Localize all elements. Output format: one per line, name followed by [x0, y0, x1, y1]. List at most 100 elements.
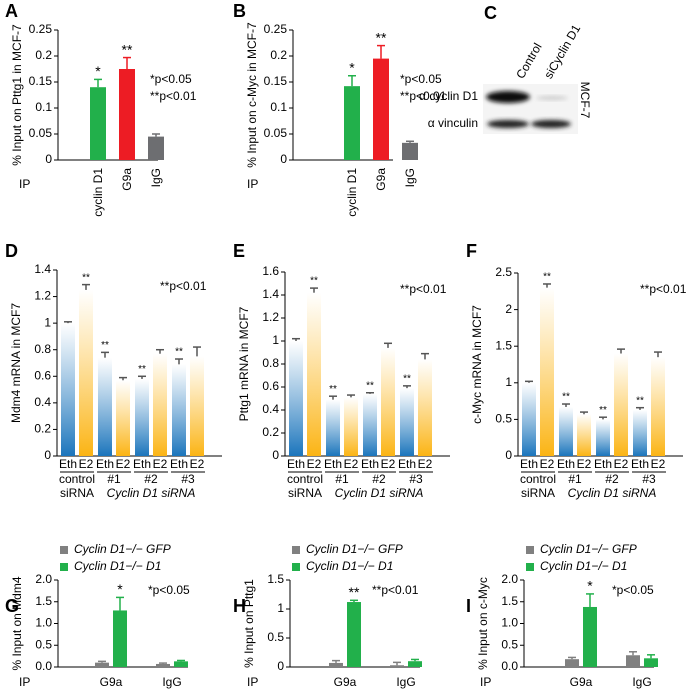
- bar: [614, 353, 628, 456]
- x-tick-label: Eth: [520, 457, 538, 471]
- bar: [408, 661, 422, 667]
- significance-star: **: [403, 373, 411, 384]
- blot-panel: C Control siCyclin D1 α cyclin D1 α vinc…: [419, 3, 592, 134]
- x-tick-label: G9a: [334, 675, 357, 689]
- group-caption: siRNA: [288, 486, 322, 500]
- y-tick-label: 0.2: [262, 425, 279, 439]
- y-tick-label: 0: [505, 448, 512, 462]
- y-tick-label: 1.5: [35, 594, 52, 608]
- group-label: #3: [409, 472, 423, 486]
- y-axis-label: % Input on c-Myc: [476, 577, 490, 670]
- chart-panel: B% Input on c-Myc in MCF-7 0 0.05 0.1 0.15 0.…: [233, 1, 447, 217]
- y-tick-label: 1.2: [34, 289, 51, 303]
- x-tick-label: E2: [577, 457, 592, 471]
- significance-star: *: [587, 578, 593, 594]
- group-label: #2: [605, 472, 619, 486]
- significance-star: *: [349, 59, 355, 75]
- significance-note: **p<0.01: [400, 89, 447, 103]
- y-tick-label: 0.5: [495, 412, 512, 426]
- legend-swatch: [292, 546, 300, 554]
- group-label: #3: [642, 472, 656, 486]
- chart-panel: Fc-Myc mRNA in MCF7 0 0.5 1 1.5 2 2.5 **p<0.01 E…: [466, 241, 687, 500]
- y-tick-label: 0.15: [264, 74, 288, 88]
- bar: [95, 662, 109, 667]
- bar: [633, 409, 647, 456]
- panel-letter: B: [233, 1, 246, 21]
- significance-note: **p<0.01: [160, 279, 207, 293]
- x-tick-label: cyclin D1: [91, 168, 105, 217]
- y-axis-label: % Input on Mdm4: [10, 576, 24, 670]
- bar: [174, 661, 188, 667]
- significance-note: **p<0.01: [400, 282, 447, 296]
- panel-letter: E: [233, 241, 245, 261]
- x-tick-label: Eth: [594, 457, 612, 471]
- bar: [156, 663, 170, 667]
- bar: [583, 606, 597, 667]
- y-tick-label: 0.1: [35, 100, 52, 114]
- y-tick-label: 0.8: [262, 356, 279, 370]
- y-tick-label: 0.4: [262, 402, 279, 416]
- bar: [577, 414, 591, 456]
- panel-letter: A: [5, 1, 18, 21]
- bar: [344, 86, 360, 160]
- x-tick-label: Eth: [59, 457, 77, 471]
- y-tick-label: 1.4: [34, 262, 51, 276]
- bar: [418, 359, 432, 456]
- x-tick-label: IgG: [396, 675, 415, 689]
- panel-letter: G: [5, 596, 19, 616]
- significance-star: **: [366, 380, 374, 391]
- bar: [522, 382, 536, 456]
- significance-note: **p<0.01: [150, 89, 197, 103]
- significance-star: **: [562, 392, 570, 403]
- y-tick-label: 0: [44, 448, 51, 462]
- significance-star: **: [82, 272, 90, 283]
- bar: [326, 399, 340, 456]
- y-tick-label: 1.5: [501, 594, 518, 608]
- group-label: #1: [568, 472, 582, 486]
- legend-swatch: [526, 563, 534, 571]
- y-tick-label: 0.05: [29, 126, 53, 140]
- bar: [565, 659, 579, 667]
- significance-star: **: [599, 405, 607, 416]
- y-tick-label: 0.5: [35, 637, 52, 651]
- y-tick-label: 0.6: [262, 379, 279, 393]
- bar: [113, 610, 127, 667]
- chart-panel: H% Input on Pttg1 0 0.5 1 1.5 **p<0.01 IP ** G9a…: [233, 542, 422, 689]
- bar: [651, 357, 665, 456]
- y-tick-label: 0.15: [29, 74, 53, 88]
- bar: [116, 380, 130, 456]
- y-tick-label: 0.25: [264, 22, 288, 36]
- bar: [190, 356, 204, 456]
- x-tick-label: Eth: [96, 457, 114, 471]
- legend-label: Cyclin D1−/− D1: [540, 559, 627, 573]
- group-caption: siRNA: [521, 486, 555, 500]
- ip-label: IP: [19, 675, 30, 689]
- y-tick-label: 1.5: [495, 338, 512, 352]
- bar: [135, 378, 149, 456]
- group-label: #2: [144, 472, 158, 486]
- bar: [363, 393, 377, 456]
- bar: [344, 397, 358, 456]
- bar: [119, 69, 135, 160]
- panel-letter: I: [466, 596, 471, 616]
- legend-label: Cyclin D1−/− GFP: [74, 542, 171, 556]
- y-axis-label: % Input on Pttg1: [242, 579, 256, 668]
- group-label: control: [59, 472, 95, 486]
- y-tick-label: 1: [505, 375, 512, 389]
- y-tick-label: 0.4: [34, 395, 51, 409]
- x-tick-label: Eth: [324, 457, 342, 471]
- band: [487, 120, 529, 128]
- significance-star: **: [543, 272, 551, 283]
- y-tick-label: 1.6: [262, 264, 279, 278]
- bar: [373, 58, 389, 160]
- bar: [381, 347, 395, 456]
- x-tick-label: Eth: [133, 457, 151, 471]
- y-tick-label: 0.0: [35, 659, 52, 673]
- band: [531, 120, 571, 128]
- bar: [390, 665, 404, 667]
- bar: [90, 87, 106, 160]
- y-tick-label: 2.5: [495, 265, 512, 279]
- bar: [289, 341, 303, 456]
- x-tick-label: Eth: [287, 457, 305, 471]
